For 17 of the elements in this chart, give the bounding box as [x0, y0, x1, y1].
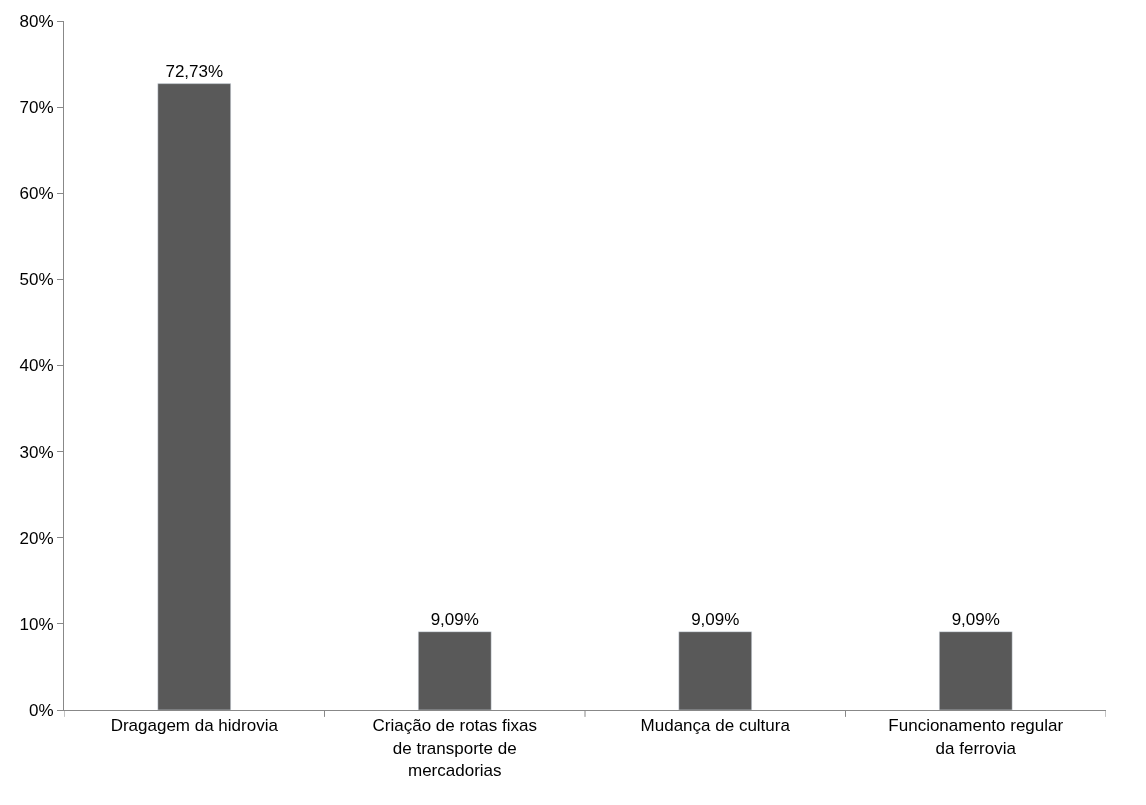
data-label: 9,09%: [430, 609, 479, 629]
data-label: 72,73%: [165, 61, 224, 81]
data-label: 9,09%: [691, 609, 740, 629]
y-tick-label: 30%: [19, 442, 54, 462]
y-tick-label: 20%: [19, 528, 54, 548]
x-tick-label: Mudança de cultura: [640, 716, 791, 736]
x-tick-label: Dragagem da hidrovia: [110, 716, 279, 736]
x-tick-label: Criação de rotas fixas de transporte de mercadorias: [372, 716, 537, 780]
y-tick-label: 60%: [19, 184, 54, 204]
data-label: 9,09%: [951, 609, 1000, 629]
x-tick-label: Funcionamento regular da ferrovia: [888, 716, 1064, 758]
y-tick-label: 0%: [29, 700, 54, 720]
y-tick-label: 70%: [19, 98, 54, 118]
y-tick-label: 40%: [19, 356, 54, 376]
y-tick-label: 50%: [19, 270, 54, 290]
y-tick-label: 80%: [19, 11, 54, 31]
y-tick-label: 10%: [19, 614, 54, 634]
